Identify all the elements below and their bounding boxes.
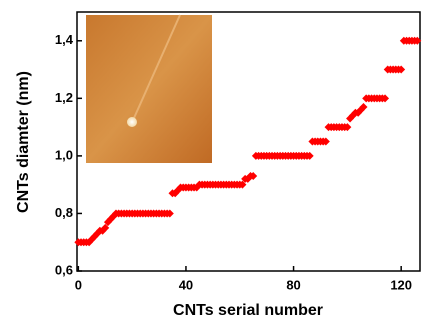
x-tick-label: 0 (75, 277, 82, 292)
y-axis-label: CNTs diamter (nm) (15, 71, 32, 213)
afm-inset (86, 15, 212, 163)
x-tick-label: 40 (179, 277, 193, 292)
x-tick-label: 80 (286, 277, 300, 292)
y-tick-label: 1,0 (55, 147, 73, 162)
x-axis-label: CNTs serial number (173, 302, 323, 319)
y-tick-label: 1,4 (55, 32, 74, 47)
y-tick-label: 0,8 (55, 205, 73, 220)
x-tick-label: 120 (390, 277, 412, 292)
chart: CNTs serial number CNTs diamter (nm) 0,6… (0, 0, 423, 322)
y-tick-label: 1,2 (55, 90, 73, 105)
y-tick-label: 0,6 (55, 262, 73, 277)
